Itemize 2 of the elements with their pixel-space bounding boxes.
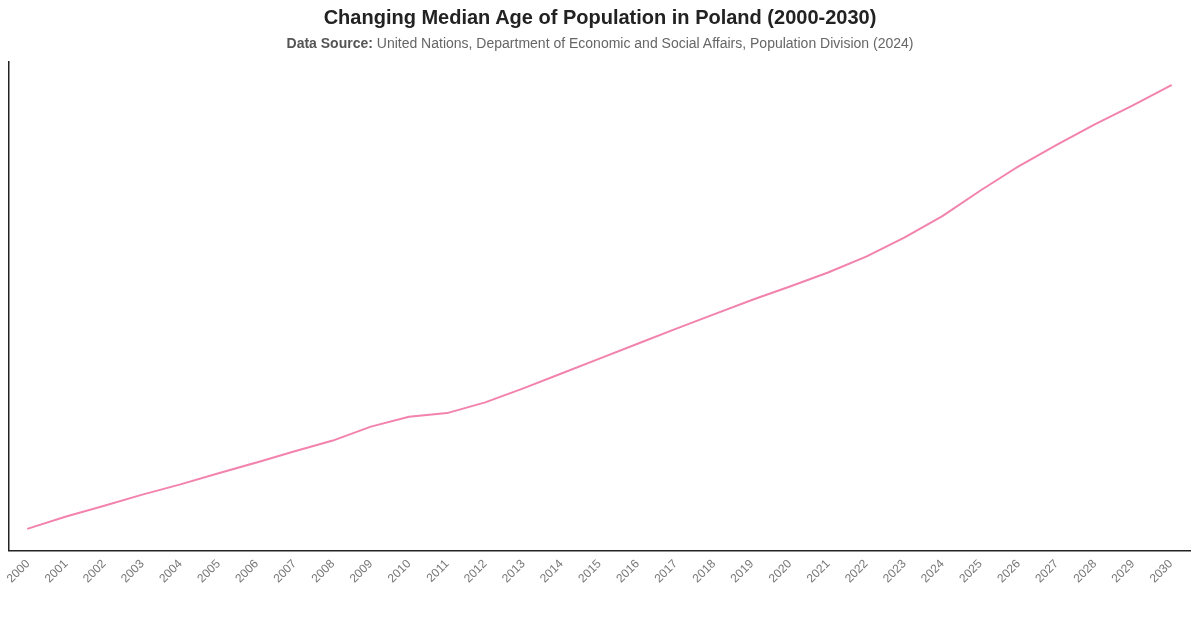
chart-title: Changing Median Age of Population in Poland (2000-2030) — [322, 6, 878, 29]
chart-subtitle: Data Source: United Nations, Department of Economic and Social Affairs, Population Division (2024) — [286, 35, 914, 51]
